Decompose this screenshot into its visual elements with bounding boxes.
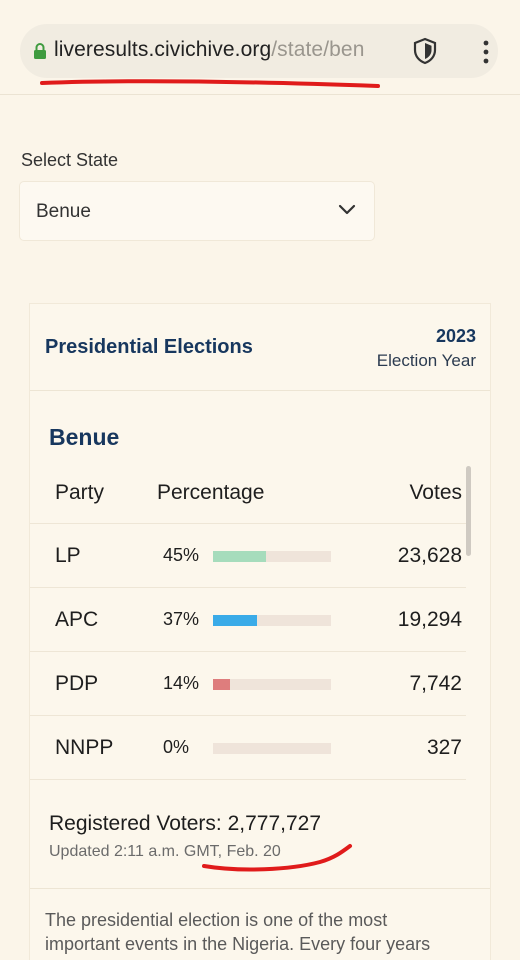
shield-icon[interactable]	[412, 37, 438, 65]
results-table: Party Percentage Votes LP 45% 23,628 APC…	[30, 462, 466, 780]
table-row: LP 45% 23,628	[30, 524, 466, 588]
table-row: APC 37% 19,294	[30, 588, 466, 652]
column-header-party: Party	[55, 480, 105, 504]
registered-voters: Registered Voters: 2,777,727	[49, 812, 322, 835]
percentage-bar	[213, 743, 331, 754]
state-select-value: Benue	[36, 201, 91, 222]
updated-timestamp: Updated 2:11 a.m. GMT, Feb. 20	[49, 843, 281, 860]
party-name: APC	[55, 607, 99, 631]
header-divider	[0, 94, 520, 95]
percentage-bar-fill	[213, 615, 257, 626]
percentage-bar	[213, 551, 331, 562]
party-percentage: 37%	[163, 609, 200, 629]
party-percentage: 45%	[163, 545, 200, 565]
address-bar[interactable]: liveresults.civichive.org/state/ben	[20, 24, 498, 78]
state-select[interactable]: Benue	[20, 182, 374, 240]
url-host: liveresults.civichive.org	[54, 38, 272, 61]
chevron-down-icon	[338, 204, 356, 215]
percentage-bar-fill	[213, 679, 230, 690]
party-name: PDP	[55, 671, 99, 695]
url-path: /state/ben	[271, 38, 365, 61]
select-state-label: Select State	[21, 150, 119, 170]
election-year: 2023	[435, 326, 476, 346]
table-row: NNPP 0% 327	[30, 716, 466, 780]
party-votes: 327	[426, 735, 462, 759]
state-heading: Benue	[49, 424, 120, 450]
table-scrollbar[interactable]	[466, 466, 471, 556]
party-percentage: 0%	[163, 737, 190, 757]
election-title: Presidential Elections	[45, 336, 253, 358]
card-divider	[30, 888, 490, 889]
election-year-block: 2023 Election Year	[377, 326, 476, 371]
card-divider	[30, 390, 490, 391]
percentage-bar-fill	[213, 551, 267, 562]
table-row: PDP 14% 7,742	[30, 652, 466, 716]
table-header: Party Percentage Votes	[30, 462, 466, 524]
election-description: The presidential election is one of the …	[45, 910, 431, 954]
party-percentage: 14%	[163, 673, 200, 693]
column-header-percentage: Percentage	[157, 480, 265, 504]
lock-icon	[34, 43, 46, 59]
party-name: NNPP	[55, 735, 114, 759]
party-name: LP	[55, 543, 81, 567]
column-header-votes: Votes	[409, 480, 462, 504]
party-votes: 7,742	[409, 671, 462, 695]
election-year-label: Election Year	[376, 351, 476, 370]
url-text[interactable]: liveresults.civichive.org/state/ben	[54, 38, 404, 62]
party-votes: 23,628	[397, 543, 462, 567]
percentage-bar	[213, 615, 331, 626]
party-votes: 19,294	[397, 607, 462, 631]
percentage-bar	[213, 679, 331, 690]
more-vert-icon[interactable]	[482, 40, 490, 64]
results-card: Presidential Elections 2023 Election Yea…	[30, 304, 490, 960]
